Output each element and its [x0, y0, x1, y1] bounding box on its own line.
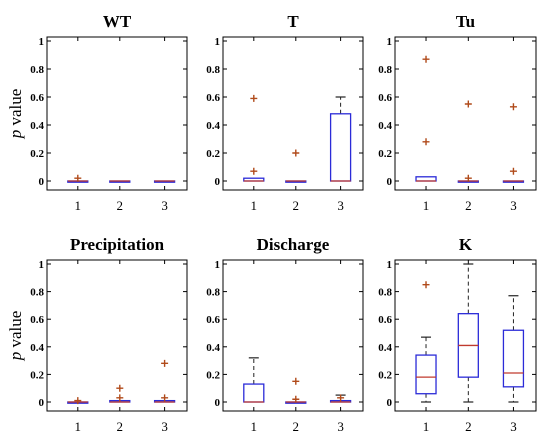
- x-tick-label: 3: [337, 198, 344, 213]
- y-tick-label: 0: [39, 176, 45, 188]
- y-tick-label: 0.6: [206, 314, 220, 326]
- y-tick-label: 0.4: [378, 342, 392, 354]
- y-tick-label: 0.6: [206, 92, 220, 104]
- outlier-marker: [250, 167, 258, 175]
- outlier-marker: [74, 397, 82, 405]
- y-tick-label: 0.2: [206, 369, 220, 381]
- y-tick-label: 0.2: [30, 148, 44, 160]
- y-tick-label: 0: [39, 397, 45, 409]
- x-tick-label: 1: [423, 198, 430, 213]
- outlier-marker: [464, 174, 472, 182]
- x-tick-label: 3: [510, 198, 517, 213]
- plot-frame: [46, 36, 188, 191]
- y-tick-label: 0.8: [30, 287, 44, 299]
- outlier-marker: [464, 100, 472, 108]
- x-tick-label: 2: [293, 198, 300, 213]
- plot-frame: [394, 36, 537, 191]
- chart-title: Tu: [456, 12, 475, 31]
- x-tick-label: 3: [161, 419, 168, 434]
- y-tick-label: 0.8: [206, 287, 220, 299]
- iqr-box: [502, 329, 525, 388]
- y-tick-label: 1: [215, 259, 221, 271]
- x-tick-label: 1: [423, 419, 430, 434]
- y-tick-label: 0.2: [378, 148, 392, 160]
- x-tick-label: 2: [465, 419, 472, 434]
- x-tick-label: 3: [161, 198, 168, 213]
- x-tick-label: 2: [117, 419, 124, 434]
- outlier-marker: [509, 167, 517, 175]
- y-tick-label: 0: [215, 176, 221, 188]
- outlier-marker: [292, 395, 300, 403]
- outlier-marker: [74, 174, 82, 182]
- iqr-box: [329, 113, 352, 182]
- outlier-marker: [161, 394, 169, 402]
- x-tick-label: 1: [75, 419, 82, 434]
- chart-title: WT: [103, 12, 132, 31]
- y-tick-label: 0.2: [206, 148, 220, 160]
- plot-frame: [222, 36, 364, 191]
- chart-title: Discharge: [257, 235, 330, 254]
- y-tick-label: 0.2: [30, 369, 44, 381]
- y-tick-label: 0.6: [378, 92, 392, 104]
- y-tick-label: 0.8: [30, 64, 44, 76]
- y-axis-label: p value: [6, 311, 25, 362]
- y-tick-label: 0.4: [206, 342, 220, 354]
- y-tick-label: 0: [387, 176, 393, 188]
- x-tick-label: 3: [337, 419, 344, 434]
- x-tick-label: 2: [117, 198, 124, 213]
- outlier-marker: [116, 394, 124, 402]
- y-tick-label: 0.8: [378, 287, 392, 299]
- y-tick-label: 0.6: [378, 314, 392, 326]
- outlier-marker: [337, 394, 345, 402]
- plot-frame: [394, 259, 537, 412]
- plot-frame: [222, 259, 364, 412]
- y-tick-label: 0: [215, 397, 221, 409]
- y-tick-label: 1: [39, 36, 45, 48]
- y-tick-label: 1: [387, 259, 393, 271]
- y-tick-label: 0.4: [206, 120, 220, 132]
- iqr-box: [415, 354, 437, 395]
- plot-frame: [46, 259, 188, 412]
- y-tick-label: 0.4: [378, 120, 392, 132]
- y-tick-label: 0: [387, 397, 393, 409]
- y-tick-label: 0.6: [30, 92, 44, 104]
- y-axis-label: p value: [6, 89, 25, 140]
- y-tick-label: 0.8: [206, 64, 220, 76]
- iqr-box: [243, 383, 265, 403]
- outlier-marker: [116, 384, 124, 392]
- x-tick-label: 1: [75, 198, 82, 213]
- outlier-marker: [422, 55, 430, 63]
- outlier-marker: [250, 94, 258, 102]
- x-tick-label: 3: [510, 419, 517, 434]
- outlier-marker: [509, 103, 517, 111]
- y-tick-label: 0.4: [30, 120, 44, 132]
- y-tick-label: 0.6: [30, 314, 44, 326]
- outlier-marker: [292, 377, 300, 385]
- outlier-marker: [422, 138, 430, 146]
- chart-title: T: [287, 12, 299, 31]
- y-tick-label: 1: [39, 259, 45, 271]
- chart-title: K: [459, 235, 473, 254]
- x-tick-label: 2: [465, 198, 472, 213]
- y-tick-label: 1: [387, 36, 393, 48]
- x-tick-label: 1: [251, 198, 258, 213]
- y-tick-label: 1: [215, 36, 221, 48]
- outlier-marker: [292, 149, 300, 157]
- outlier-marker: [161, 359, 169, 367]
- x-tick-label: 2: [293, 419, 300, 434]
- y-tick-label: 0.2: [378, 369, 392, 381]
- y-tick-label: 0.4: [30, 342, 44, 354]
- x-tick-label: 1: [251, 419, 258, 434]
- chart-title: Precipitation: [70, 235, 165, 254]
- y-tick-label: 0.8: [378, 64, 392, 76]
- outlier-marker: [422, 281, 430, 289]
